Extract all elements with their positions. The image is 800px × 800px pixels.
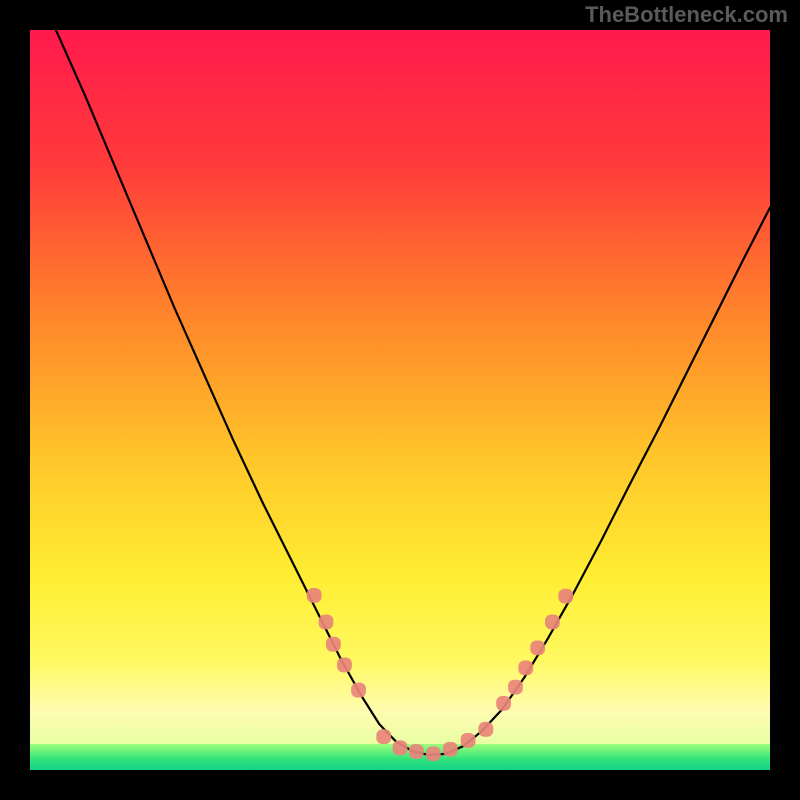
plot-background-gradient [30, 30, 770, 770]
plot-area [30, 30, 770, 770]
chart-canvas: TheBottleneck.com [0, 0, 800, 800]
green-bottom-strip [30, 744, 770, 770]
watermark-text: TheBottleneck.com [585, 2, 788, 28]
